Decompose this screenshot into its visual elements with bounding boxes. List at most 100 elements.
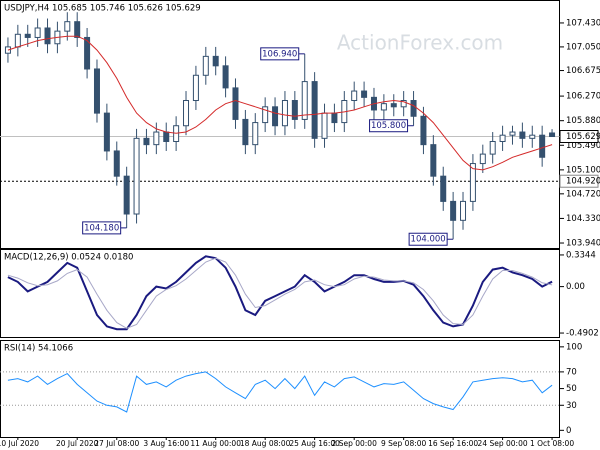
x-tick-label: 18 Aug 08:00 [240,439,291,448]
candle-body [479,153,486,165]
y-tick-label: 105.100 [566,165,600,175]
candle-body [192,74,199,102]
candle-body [103,112,110,152]
candle-body [133,137,140,215]
candle-body [84,36,91,70]
candle-body [499,134,506,142]
y-tick-label: 107.050 [566,42,600,52]
last-price-label: 105.629 [566,132,600,142]
level-box [559,174,599,188]
y-tick-label: 104.330 [566,214,600,224]
candle-body [529,134,536,139]
candle-body [24,33,31,38]
candle-body [380,103,387,111]
rsi-title: RSI(14) 54.1066 [4,344,73,354]
series-line [7,257,553,329]
candle-body [301,81,308,120]
candle-body [153,131,160,146]
candle-body [460,200,467,221]
price-title: USDJPY,H4 105.685 105.746 105.626 105.62… [4,4,201,14]
candle-body [331,112,338,124]
x-tick-label: 16 Sep 16:00 [428,439,478,448]
y-tick-label: 50 [566,384,577,394]
candle-body [34,27,41,38]
series-line [7,35,553,171]
candle-body [539,134,546,158]
candle-body [202,55,209,76]
y-tick-label: 103.940 [566,239,600,249]
candle-body [212,55,219,67]
y-tick-label: -0.4902 [566,329,599,339]
x-tick-label: 20 Jul 2020 [56,439,99,448]
y-tick-label: 0 [566,426,571,436]
candle-body [440,175,447,202]
y-tick-label: 107.430 [566,18,600,28]
candle-body [232,87,239,120]
y-tick-label: 30 [566,401,577,411]
rsi-panel [0,340,560,438]
candle-body [163,131,170,142]
candle-body [430,144,437,177]
y-tick-label: 106.675 [566,66,600,76]
candle-body [400,100,407,108]
annotation-label: 105.800 [371,121,406,131]
annotation-label: 104.180 [84,223,119,233]
x-tick-label: 2 Sep 00:00 [332,439,378,448]
candle-body [44,27,51,45]
candle-body [321,112,328,139]
candle-body [450,200,457,221]
y-tick-label: 0.3344 [566,250,596,260]
x-tick-label: 11 Aug 00:00 [190,439,241,448]
candle-body [242,118,249,146]
last-price-box [559,130,599,144]
candle-body [222,65,229,89]
x-tick-label: 10 Jul 2020 [0,439,39,448]
x-tick-label: 25 Aug 16:00 [289,439,340,448]
candle-body [64,21,71,32]
y-tick-label: 105.490 [566,141,600,151]
annotation-label: 106.940 [262,49,297,59]
candle-body [361,90,368,98]
annotation-label: 104.000 [411,235,446,245]
price-panel [0,0,560,249]
candle-body [420,115,427,146]
y-tick-label: 105.880 [566,116,600,126]
candle-body [123,175,130,215]
candle-body [93,68,100,114]
level-label: 104.920 [566,177,600,187]
candle-body [291,100,298,120]
y-tick-label: 70 [566,367,577,377]
y-tick-label: 0.00 [566,282,585,292]
candle-body [183,100,190,127]
candle-body [14,33,21,48]
x-tick-label: 27 Jul 08:00 [94,439,139,448]
candle-body [272,106,279,127]
candle-body [143,137,150,146]
macd-title: MACD(12,26,9) 0.0524 0.0180 [4,253,133,263]
candle-body [509,131,516,136]
candle-body [390,103,397,108]
candle-body [469,163,476,202]
macd-panel [0,249,560,338]
candle-body [410,100,417,117]
x-tick-label: 24 Sep 00:00 [478,439,528,448]
candle-body [74,21,81,38]
candle-body [262,106,269,124]
candle-body [113,150,120,177]
series-line [7,255,553,331]
x-tick-label: 9 Sep 08:00 [381,439,427,448]
candle-body [311,81,318,139]
x-tick-label: 3 Aug 16:00 [143,439,189,448]
watermark: ActionForex.com [337,31,503,55]
series-line [7,371,553,413]
y-tick-label: 100 [566,342,582,352]
candle-body [281,100,288,127]
candle-body [351,90,358,102]
candle-body [519,131,526,139]
y-tick-label: 104.720 [566,189,600,199]
candle-body [549,132,556,138]
candle-body [252,122,259,146]
y-tick-label: 106.270 [566,92,600,102]
candle-body [489,140,496,155]
